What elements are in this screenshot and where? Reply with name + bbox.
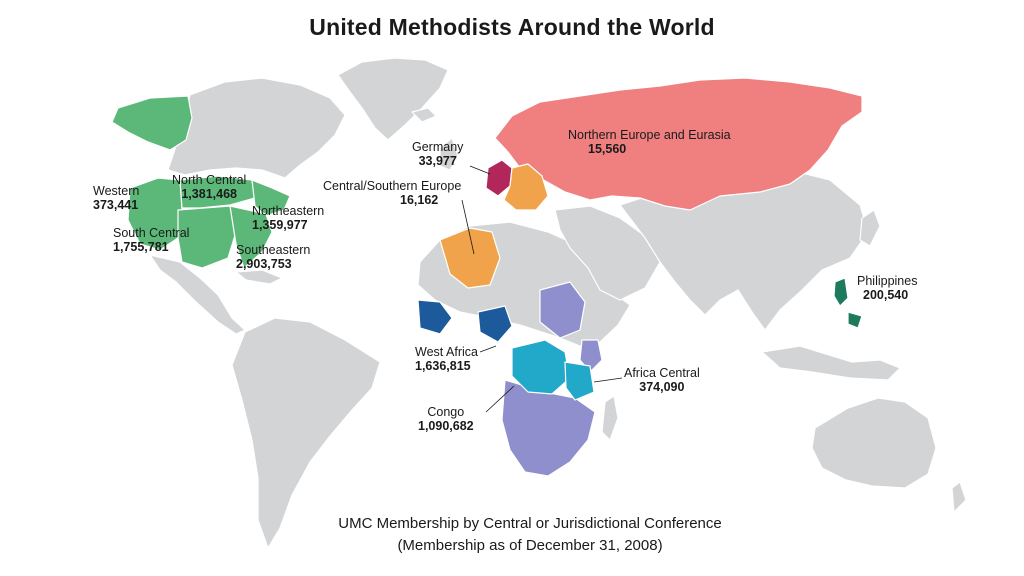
label-philippines-name: Philippines <box>857 274 918 288</box>
philippines-region-1 <box>833 277 849 307</box>
algeria-region <box>439 227 501 289</box>
congo-region-north <box>539 281 586 339</box>
label-congo: Congo 1,090,682 <box>418 405 474 433</box>
label-germany-name: Germany <box>412 140 464 154</box>
west-africa-leader-line <box>479 345 497 353</box>
label-southeastern: Southeastern 2,903,753 <box>236 243 310 271</box>
label-north-central: North Central 1,381,468 <box>172 173 246 201</box>
northeastern-region <box>251 179 291 217</box>
label-southeastern-value: 2,903,753 <box>236 257 292 271</box>
map-title: United Methodists Around the World <box>309 14 715 40</box>
caption-line-2: (Membership as of December 31, 2008) <box>397 537 663 554</box>
label-africa-central-name: Africa Central <box>624 366 700 380</box>
label-congo-value: 1,090,682 <box>418 419 474 433</box>
label-northeastern-value: 1,359,977 <box>252 218 308 232</box>
indonesia-land <box>761 345 901 381</box>
label-central-southern-europe-name: Central/Southern Europe <box>323 179 462 193</box>
madagascar-land <box>601 395 619 441</box>
australia-land <box>811 397 937 489</box>
south-america-land <box>231 317 381 549</box>
label-northeastern: Northeastern 1,359,977 <box>252 204 324 232</box>
middle-east-land <box>554 205 661 301</box>
label-germany: Germany 33,977 <box>412 140 463 168</box>
label-central-southern-europe: Central/Southern Europe 16,162 <box>323 179 461 207</box>
label-west-africa-value: 1,636,815 <box>415 359 471 373</box>
congo-region-east <box>579 339 603 373</box>
japan-land <box>859 209 881 247</box>
africa-central-leader-line <box>593 377 623 383</box>
congo-leader-line <box>485 385 515 413</box>
uk-land <box>439 137 459 171</box>
label-north-central-value: 1,381,468 <box>181 187 237 201</box>
northern-europe-eurasia-region <box>494 77 863 211</box>
label-western-name: Western <box>93 184 140 198</box>
label-congo-name: Congo <box>427 405 465 419</box>
north-central-region <box>179 175 256 209</box>
central-southern-europe-leader-line <box>461 199 475 255</box>
label-africa-central: Africa Central 374,090 <box>624 366 700 394</box>
label-south-central-name: South Central <box>113 226 190 240</box>
label-north-central-name: North Central <box>172 173 247 187</box>
label-philippines: Philippines 200,540 <box>857 274 917 302</box>
caribbean-land <box>235 269 283 285</box>
label-south-central: South Central 1,755,781 <box>113 226 189 254</box>
label-africa-central-value: 374,090 <box>639 380 685 394</box>
label-west-africa: West Africa 1,636,815 <box>415 345 478 373</box>
central-america-land <box>149 254 246 335</box>
caption-line-1: UMC Membership by Central or Jurisdictio… <box>338 515 722 532</box>
congo-region-south <box>501 379 596 477</box>
label-western-value: 373,441 <box>93 198 139 212</box>
label-central-southern-europe-value: 16,162 <box>400 193 439 207</box>
philippines-region-2 <box>847 311 863 329</box>
africa-central-region-1 <box>511 339 571 395</box>
canada-land <box>167 77 346 179</box>
label-west-africa-name: West Africa <box>415 345 478 359</box>
label-germany-value: 33,977 <box>418 154 457 168</box>
label-northern-europe-eurasia-name: Northern Europe and Eurasia <box>568 128 731 142</box>
new-zealand-land <box>951 481 967 513</box>
africa-central-region-2 <box>564 361 595 401</box>
west-africa-region-2 <box>477 305 513 343</box>
iceland-land <box>411 107 437 123</box>
west-africa-region-1 <box>417 299 453 335</box>
germany-leader-line <box>469 165 491 175</box>
southeastern-region <box>229 205 273 269</box>
label-philippines-value: 200,540 <box>863 288 909 302</box>
greenland-land <box>337 57 449 141</box>
alaska-region <box>111 95 193 151</box>
label-western: Western 373,441 <box>93 184 139 212</box>
label-southeastern-name: Southeastern <box>236 243 311 257</box>
label-northern-europe-eurasia: Northern Europe and Eurasia 15,560 <box>568 128 731 156</box>
label-south-central-value: 1,755,781 <box>113 240 169 254</box>
label-northeastern-name: Northeastern <box>252 204 325 218</box>
label-northern-europe-eurasia-value: 15,560 <box>588 142 627 156</box>
central-southern-europe-region <box>503 163 549 211</box>
